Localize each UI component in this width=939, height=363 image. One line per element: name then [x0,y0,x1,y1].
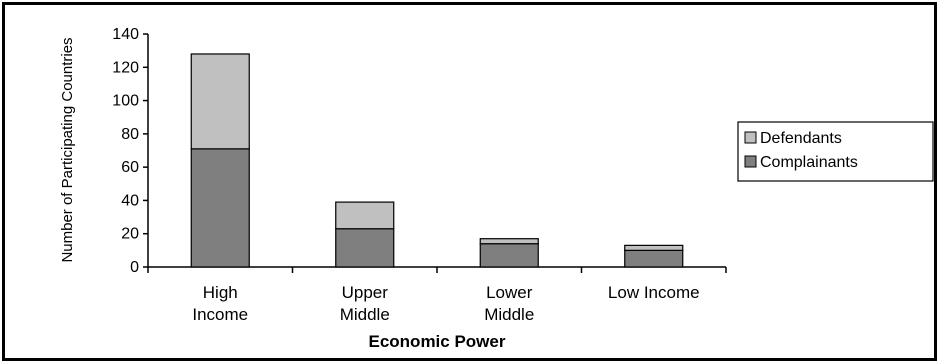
bar-defendants [479,238,539,245]
y-tick-label: 60 [121,159,139,176]
y-tick-label: 140 [112,26,139,43]
x-tick-label: High [203,283,238,302]
bar-complainants [624,249,684,268]
bar-complainants [335,228,395,268]
y-tick-label: 120 [112,59,139,76]
legend-swatch-defendants [744,131,757,144]
y-tick-label: 100 [112,93,139,110]
legend-box [737,121,934,182]
x-axis-title: Economic Power [369,332,506,351]
y-axis-title: Number of Participating Countries [59,37,76,262]
legend-label-defendants: Defendants [760,130,842,147]
legend-swatch-complainants [744,155,757,168]
plot-area: 0 20 40 60 80 100 120 140 High Income Upper Middle L… [112,26,727,324]
x-tick-label: Middle [340,305,390,324]
y-tick-label: 20 [121,226,139,243]
bar-complainants [479,243,539,268]
y-tick-label: 40 [121,192,139,209]
y-tick-label: 80 [121,126,139,143]
x-tick-label: Middle [484,305,534,324]
legend-label-complainants: Complainants [760,154,858,171]
x-tick-label: Upper [342,283,389,302]
bar-complainants [190,148,250,268]
x-tick-label: Low Income [608,283,700,302]
bar-defendants [335,201,395,230]
bar-defendants [190,53,250,150]
y-tick-label: 0 [130,259,139,276]
legend: Defendants Complainants [737,121,934,182]
x-tick-label: Income [192,305,248,324]
bar-defendants [624,244,684,251]
x-tick-label: Lower [486,283,533,302]
